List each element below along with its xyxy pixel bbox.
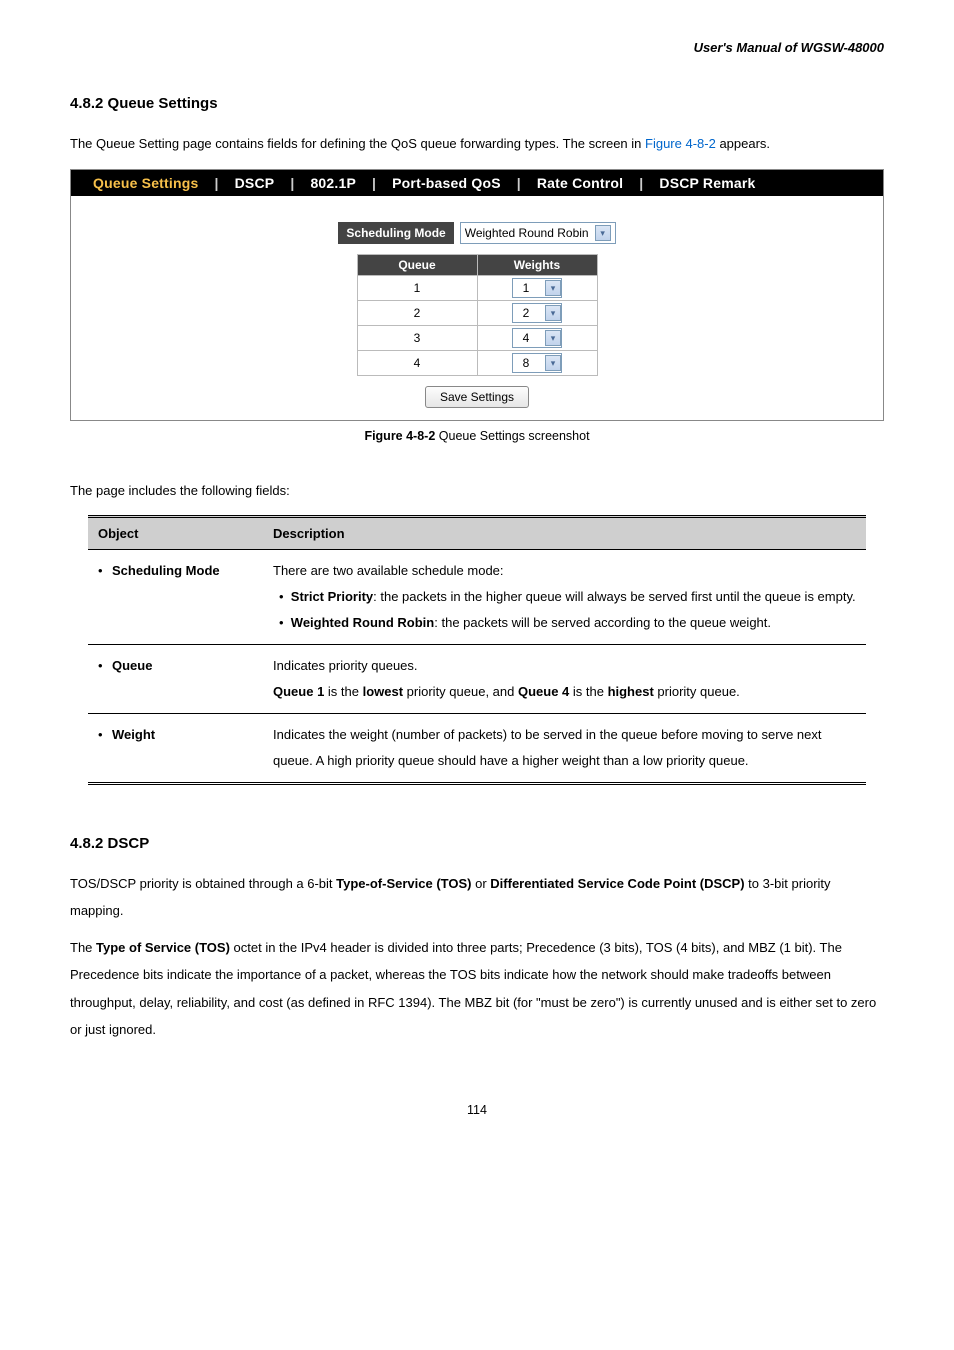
dscp-para-1: TOS/DSCP priority is obtained through a … xyxy=(70,870,884,925)
table-row: 1 1 ▾ xyxy=(357,276,597,301)
fields-col-object: Object xyxy=(88,516,263,549)
page-number: 114 xyxy=(70,1103,884,1117)
description-cell: Indicates the weight (number of packets)… xyxy=(263,713,866,783)
qos-tabs: Queue Settings | DSCP | 802.1P | Port-ba… xyxy=(71,170,883,196)
section1-intro: The Queue Setting page contains fields f… xyxy=(70,130,884,157)
scheduling-mode-value: Weighted Round Robin xyxy=(465,226,589,240)
weight-select[interactable]: 8 ▾ xyxy=(512,353,562,373)
desc-bold: Strict Priority xyxy=(291,589,373,604)
desc-text: : the packets in the higher queue will a… xyxy=(373,589,855,604)
weight-select[interactable]: 2 ▾ xyxy=(512,303,562,323)
save-settings-button[interactable]: Save Settings xyxy=(425,386,529,408)
tab-dscp[interactable]: DSCP xyxy=(219,175,291,191)
tab-rate-control[interactable]: Rate Control xyxy=(521,175,639,191)
desc-bold: Weighted Round Robin xyxy=(291,615,434,630)
fields-intro: The page includes the following fields: xyxy=(70,477,884,504)
fields-col-description: Description xyxy=(263,516,866,549)
weight-value: 8 xyxy=(513,356,539,370)
figure-caption: Figure 4-8-2 Queue Settings screenshot xyxy=(70,429,884,443)
desc-line: • Strict Priority: the packets in the hi… xyxy=(273,584,856,610)
section-heading-dscp: 4.8.2 DSCP xyxy=(70,835,884,852)
tab-queue-settings[interactable]: Queue Settings xyxy=(77,175,214,191)
queue-header: Queue xyxy=(357,255,477,276)
p1-pre: TOS/DSCP priority is obtained through a … xyxy=(70,876,336,891)
table-row: •Scheduling Mode There are two available… xyxy=(88,549,866,644)
chevron-down-icon: ▾ xyxy=(545,330,561,346)
desc-line: There are two available schedule mode: xyxy=(273,558,856,584)
weights-header: Weights xyxy=(477,255,597,276)
weight-value: 1 xyxy=(513,281,539,295)
weight-cell: 8 ▾ xyxy=(477,351,597,376)
weight-cell: 1 ▾ xyxy=(477,276,597,301)
queue-settings-screenshot: Queue Settings | DSCP | 802.1P | Port-ba… xyxy=(70,169,884,421)
p2-bold1: Type of Service (TOS) xyxy=(96,940,230,955)
chevron-down-icon: ▾ xyxy=(545,280,561,296)
scheduling-mode-select[interactable]: Weighted Round Robin ▾ xyxy=(460,222,616,244)
object-name: Scheduling Mode xyxy=(112,558,220,584)
tab-port-based-qos[interactable]: Port-based QoS xyxy=(376,175,517,191)
weight-cell: 4 ▾ xyxy=(477,326,597,351)
p1-bold1: Type-of-Service (TOS) xyxy=(336,876,471,891)
queue-cell: 1 xyxy=(357,276,477,301)
object-cell: •Weight xyxy=(88,713,263,783)
queue-weights-table: Queue Weights 1 1 ▾ 2 xyxy=(357,254,598,376)
queue-cell: 3 xyxy=(357,326,477,351)
object-cell: •Queue xyxy=(88,644,263,713)
table-row: 2 2 ▾ xyxy=(357,301,597,326)
section1-intro-post: appears. xyxy=(716,136,770,151)
weight-value: 2 xyxy=(513,306,539,320)
description-cell: Indicates priority queues. Queue 1 is th… xyxy=(263,644,866,713)
p2-pre: The xyxy=(70,940,96,955)
table-row: 3 4 ▾ xyxy=(357,326,597,351)
object-name: Queue xyxy=(112,653,152,679)
fields-table: Object Description •Scheduling Mode Ther… xyxy=(88,515,866,785)
object-cell: •Scheduling Mode xyxy=(88,549,263,644)
table-row: 4 8 ▾ xyxy=(357,351,597,376)
manual-header: User's Manual of WGSW-48000 xyxy=(70,40,884,55)
tab-dscp-remark[interactable]: DSCP Remark xyxy=(643,175,771,191)
figure-caption-bold: Figure 4-8-2 xyxy=(364,429,435,443)
desc-line: Queue 1 is the lowest priority queue, an… xyxy=(273,679,856,705)
chevron-down-icon: ▾ xyxy=(595,225,611,241)
weight-select[interactable]: 4 ▾ xyxy=(512,328,562,348)
queue-settings-panel: Scheduling Mode Weighted Round Robin ▾ Q… xyxy=(71,196,883,420)
table-row: •Queue Indicates priority queues. Queue … xyxy=(88,644,866,713)
weight-value: 4 xyxy=(513,331,539,345)
queue-cell: 2 xyxy=(357,301,477,326)
figure-caption-rest: Queue Settings screenshot xyxy=(435,429,589,443)
desc-line: • Weighted Round Robin: the packets will… xyxy=(273,610,856,636)
scheduling-mode-label: Scheduling Mode xyxy=(338,222,453,244)
description-cell: There are two available schedule mode: •… xyxy=(263,549,866,644)
object-name: Weight xyxy=(112,722,155,748)
desc-line: Indicates priority queues. xyxy=(273,653,856,679)
chevron-down-icon: ▾ xyxy=(545,305,561,321)
scheduling-mode-row: Scheduling Mode Weighted Round Robin ▾ xyxy=(338,222,615,244)
section-heading-queue-settings: 4.8.2 Queue Settings xyxy=(70,95,884,112)
figure-link-4-8-2[interactable]: Figure 4-8-2 xyxy=(645,136,716,151)
tab-8021p[interactable]: 802.1P xyxy=(294,175,372,191)
desc-line: Indicates the weight (number of packets)… xyxy=(273,722,856,774)
p1-bold2: Differentiated Service Code Point (DSCP) xyxy=(490,876,744,891)
dscp-para-2: The Type of Service (TOS) octet in the I… xyxy=(70,934,884,1043)
table-row: •Weight Indicates the weight (number of … xyxy=(88,713,866,783)
weight-cell: 2 ▾ xyxy=(477,301,597,326)
p1-mid: or xyxy=(471,876,490,891)
queue-cell: 4 xyxy=(357,351,477,376)
section1-intro-pre: The Queue Setting page contains fields f… xyxy=(70,136,645,151)
chevron-down-icon: ▾ xyxy=(545,355,561,371)
weight-select[interactable]: 1 ▾ xyxy=(512,278,562,298)
desc-text: : the packets will be served according t… xyxy=(434,615,771,630)
